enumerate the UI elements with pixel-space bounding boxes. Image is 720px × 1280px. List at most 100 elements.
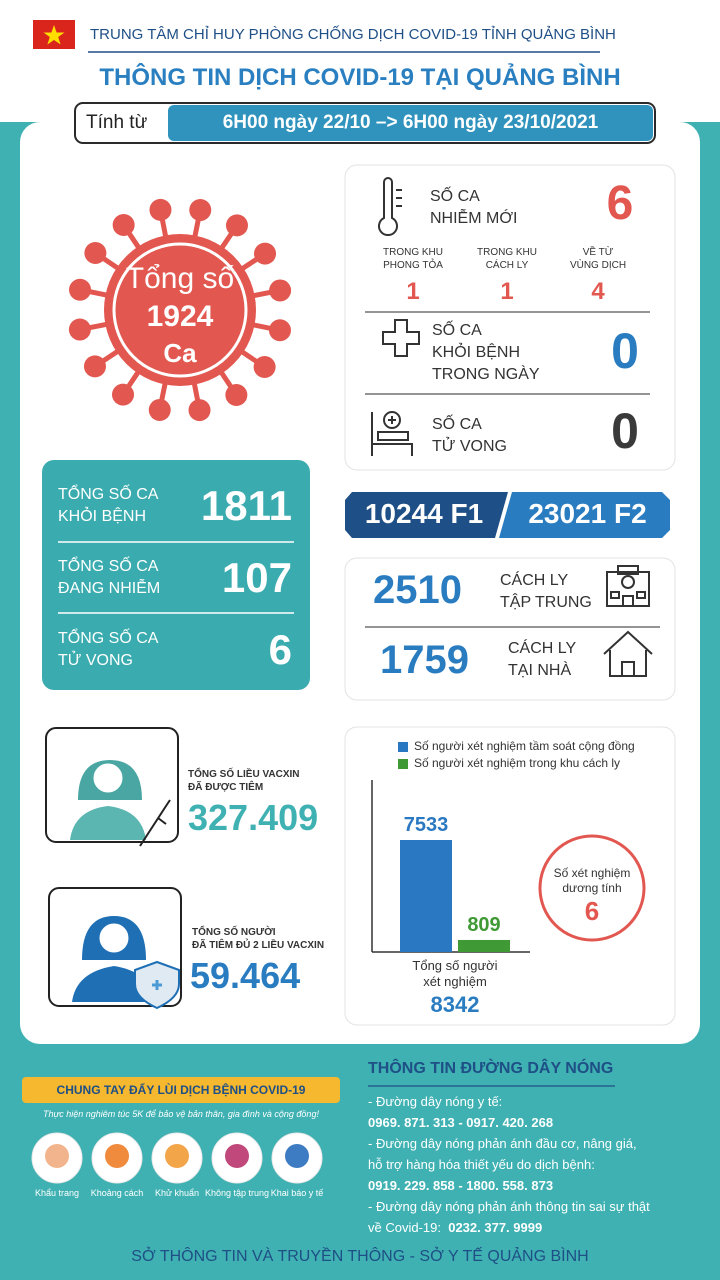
total-unit: Ca xyxy=(163,338,197,368)
virus-tip xyxy=(189,199,212,222)
org: TRUNG TÂM CHỈ HUY PHÒNG CHỐNG DỊCH COVID… xyxy=(90,26,616,43)
campaign-icon-mark xyxy=(285,1144,309,1168)
label-line: TỬ VONG xyxy=(58,652,133,669)
label-line: TỔNG SỐ CA xyxy=(58,558,159,575)
syringe-icon xyxy=(139,799,171,847)
hotline-title: THÔNG TIN ĐƯỜNG DÂY NÓNG xyxy=(368,1060,614,1077)
title: THÔNG TIN DỊCH COVID-19 TẠI QUẢNG BÌNH xyxy=(99,64,621,91)
campaign-item: Khẩu trang xyxy=(34,1188,80,1198)
campaign-item: Khử khuẩn xyxy=(154,1188,200,1198)
label-line: NHIỄM MỚI xyxy=(430,210,518,227)
hotline-text: - Đường dây nóng y tế: xyxy=(368,1094,503,1109)
label-line: TRONG NGÀY xyxy=(432,366,540,383)
positive-label: Số xét nghiệm dương tính xyxy=(540,866,644,896)
isolation-label: CÁCH LY TẬP TRUNG xyxy=(500,570,592,614)
isolation-value: 2510 xyxy=(373,568,462,612)
cross-icon xyxy=(382,319,420,357)
virus-tip xyxy=(83,355,106,378)
virus-tip xyxy=(268,319,291,342)
breakdown-label: TRONG KHU PHONG TỎA xyxy=(363,246,463,272)
hotline-number: 0919. 229. 858 - 1800. 558. 873 xyxy=(368,1178,554,1193)
flag-star xyxy=(43,25,65,45)
virus-tip xyxy=(84,242,107,265)
f1: 10244 F1 xyxy=(345,498,503,530)
breakdown-label: TRONG KHU CÁCH LY xyxy=(457,246,557,272)
campaign-icon-mark xyxy=(225,1144,249,1168)
label-line: SỐ CA xyxy=(432,322,482,339)
new-cases-label: SỐ CA NHIỄM MỚI xyxy=(430,186,518,230)
total-label: Tổng số xyxy=(125,262,235,295)
campaign-item: Không tập trung xyxy=(205,1188,270,1198)
hotline-text: - Đường dây nóng phản ánh đầu cơ, nâng g… xyxy=(368,1136,637,1151)
recovered-value: 0 xyxy=(611,323,639,379)
label-line: TẠI NHÀ xyxy=(508,662,572,679)
isolation-value: 1759 xyxy=(380,638,469,682)
label-line: dương tính xyxy=(562,881,622,895)
label-line: TỔNG SỐ CA xyxy=(58,486,159,503)
f1-box xyxy=(345,492,508,538)
campaign-title: CHUNG TAY ĐẨY LÙI DỊCH BỆNH COVID-19 xyxy=(56,1083,306,1097)
label-line: Số xét nghiệm xyxy=(553,866,631,880)
f2-value: 23021 xyxy=(528,498,607,529)
label-line: ĐÃ ĐƯỢC TIÊM xyxy=(188,782,264,793)
house-icon xyxy=(603,630,653,677)
virus-tip xyxy=(269,279,292,302)
test-bars xyxy=(398,742,510,952)
new-cases-value: 6 xyxy=(606,177,634,230)
label-line: Tổng số người xyxy=(412,958,498,973)
f2-box xyxy=(499,492,670,538)
virus-tip xyxy=(254,242,277,265)
breakdown-value: 1 xyxy=(500,278,514,305)
legend-label: Số người xét nghiệm tầm soát cộng đồng xyxy=(414,739,635,753)
label-line: ĐÃ TIÊM ĐỦ 2 LIỀU VACXIN xyxy=(192,940,325,951)
shield-cross xyxy=(152,980,162,990)
virus-body xyxy=(104,234,256,386)
hotline: - Đường dây nóng y tế: 0969. 871. 313 - … xyxy=(368,1091,650,1238)
recovered-label: SỐ CA KHỎI BỆNH TRONG NGÀY xyxy=(432,320,540,386)
test-total: 8342 xyxy=(430,992,480,1017)
hotline-text: về Covid-19: xyxy=(368,1220,441,1235)
label-line: TỬ VONG xyxy=(432,438,507,455)
campaign-icon-mark xyxy=(165,1144,189,1168)
virus-tip xyxy=(225,214,248,237)
hotline-number: 0232. 377. 9999 xyxy=(448,1220,543,1235)
label-line: VÙNG DỊCH xyxy=(569,260,627,271)
breakdown-value: 1 xyxy=(406,278,420,305)
label-line: CÁCH LY xyxy=(508,640,577,657)
label-line: TRONG KHU xyxy=(477,247,537,258)
virus-tip xyxy=(253,355,276,378)
label-line: CÁCH LY xyxy=(485,260,529,271)
virus-tip xyxy=(112,383,135,406)
virus-tip xyxy=(188,399,211,422)
legend-swatch xyxy=(398,742,408,752)
thermometer-icon xyxy=(378,177,402,237)
f1-label: F1 xyxy=(450,498,484,529)
cumulative-label: TỔNG SỐ CA ĐANG NHIỄM xyxy=(58,556,160,600)
bar xyxy=(458,939,510,952)
deaths-value: 0 xyxy=(611,403,639,459)
label-line: TỔNG SỐ CA xyxy=(58,630,159,647)
vaccine-value: 327.409 xyxy=(188,797,319,838)
virus-tip xyxy=(112,213,135,236)
label-line: TỔNG SỐ LIỀU VACXIN xyxy=(188,769,300,780)
hospital-icon xyxy=(606,565,650,607)
campaign-subtitle: Thực hiện nghiêm túc 5K để bảo vệ bản th… xyxy=(43,1109,319,1119)
campaign-banner xyxy=(22,1077,340,1103)
woman-icon xyxy=(70,760,146,840)
cumulative-card xyxy=(42,460,310,690)
cumulative-value: 6 xyxy=(268,626,292,673)
label-line: xét nghiệm xyxy=(423,974,487,989)
label-line: KHỎI BỆNH xyxy=(58,508,147,525)
label-line: TỔNG SỐ NGƯỜI xyxy=(192,927,276,938)
bar-label: 809 xyxy=(467,913,501,936)
virus-ring xyxy=(112,242,248,378)
virus-tip xyxy=(225,384,248,407)
footer: SỞ THÔNG TIN VÀ TRUYỀN THÔNG - SỞ Y TẾ Q… xyxy=(131,1248,589,1265)
label-line: KHỎI BỆNH xyxy=(432,344,521,361)
deaths-label: SỐ CA TỬ VONG xyxy=(432,414,507,458)
virus-tip xyxy=(148,398,171,421)
f1-value: 10244 xyxy=(364,498,443,529)
period-box xyxy=(168,105,653,141)
